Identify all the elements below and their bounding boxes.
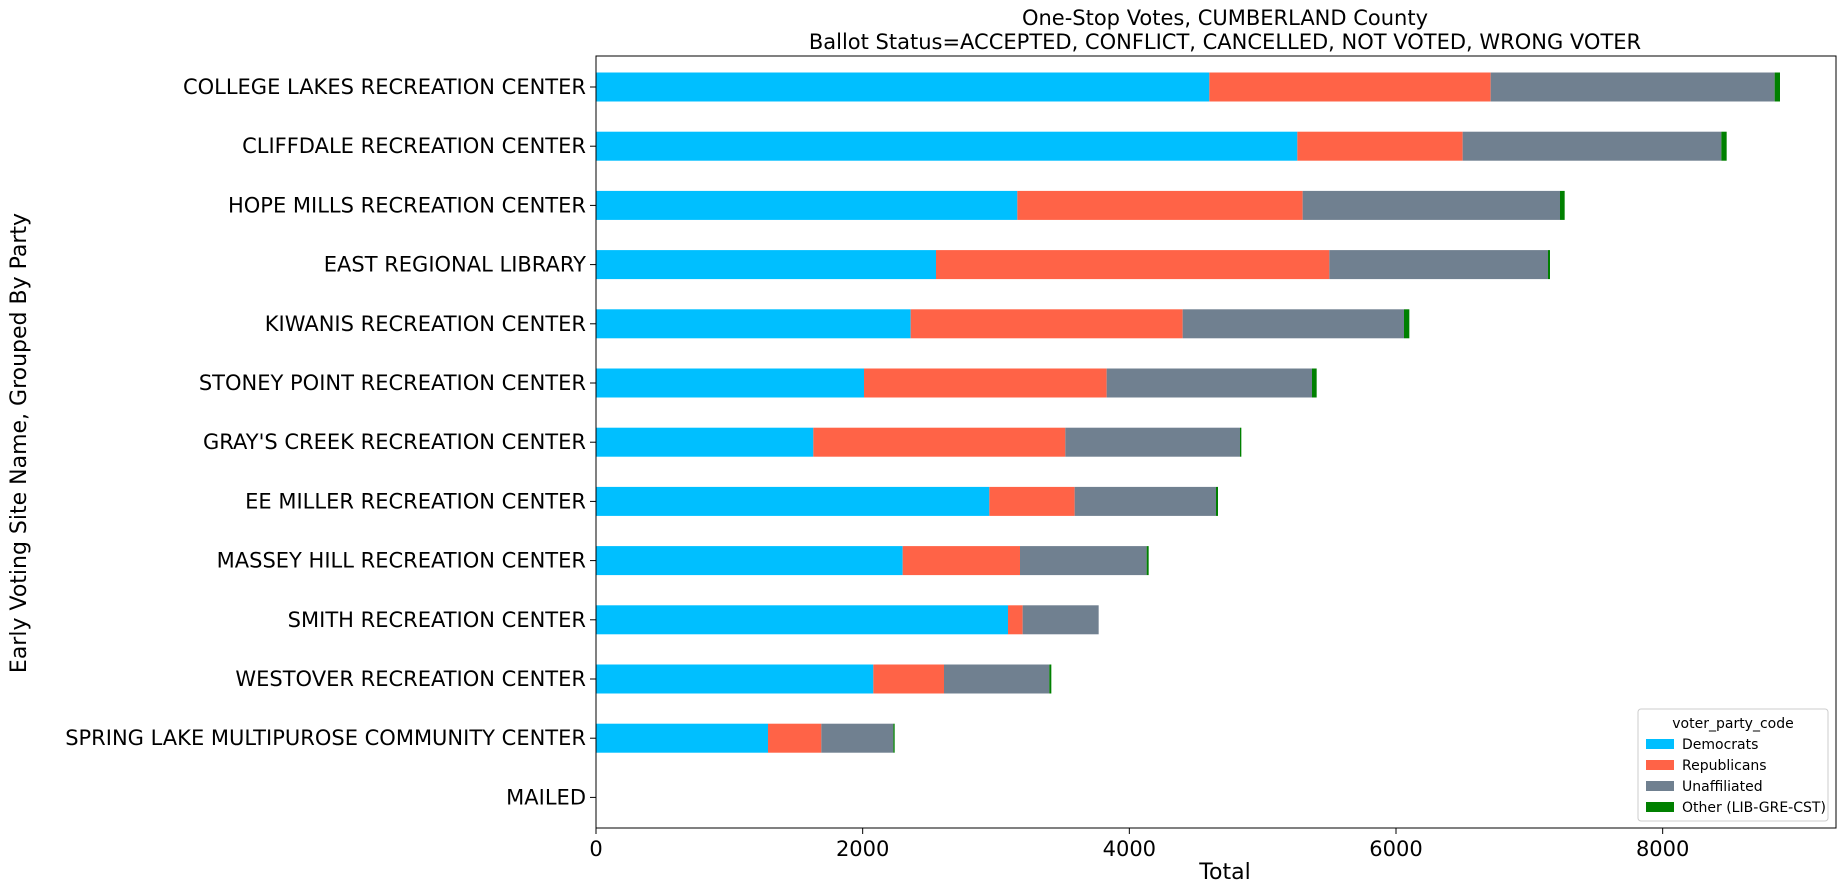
y-tick-label: EE MILLER RECREATION CENTER bbox=[245, 489, 586, 513]
legend-label-unaffiliated: Unaffiliated bbox=[1682, 779, 1763, 795]
legend-swatch-democrats bbox=[1646, 739, 1674, 749]
bar-unaffiliated-11 bbox=[821, 723, 894, 753]
bar-other-lib-gre-cst-4 bbox=[1404, 309, 1410, 339]
bar-unaffiliated-0 bbox=[1490, 72, 1775, 102]
x-tick-label: 8000 bbox=[1636, 837, 1689, 861]
chart-title: One-Stop Votes, CUMBERLAND County bbox=[1022, 6, 1428, 30]
bar-republicans-10 bbox=[873, 664, 944, 694]
bar-unaffiliated-9 bbox=[1022, 605, 1099, 635]
bar-democrats-3 bbox=[596, 250, 936, 280]
y-tick-label: GRAY'S CREEK RECREATION CENTER bbox=[203, 430, 586, 454]
legend-swatch-unaffiliated bbox=[1646, 781, 1674, 791]
x-tick-labels: 0 2000 4000 6000 8000 bbox=[589, 828, 1689, 861]
bar-unaffiliated-8 bbox=[1020, 546, 1147, 576]
bar-other-lib-gre-cst-5 bbox=[1312, 368, 1317, 398]
x-tick-label: 2000 bbox=[836, 837, 889, 861]
bar-republicans-2 bbox=[1017, 190, 1303, 220]
bar-democrats-8 bbox=[596, 546, 903, 576]
bar-other-lib-gre-cst-10 bbox=[1049, 664, 1052, 694]
bar-democrats-10 bbox=[596, 664, 874, 694]
bar-unaffiliated-7 bbox=[1074, 486, 1216, 516]
bar-democrats-7 bbox=[596, 486, 990, 516]
bar-republicans-0 bbox=[1209, 72, 1491, 102]
bar-unaffiliated-10 bbox=[944, 664, 1050, 694]
bar-democrats-2 bbox=[596, 190, 1018, 220]
bar-unaffiliated-6 bbox=[1065, 427, 1240, 457]
bar-democrats-1 bbox=[596, 131, 1298, 161]
bar-republicans-9 bbox=[1008, 605, 1023, 635]
bar-other-lib-gre-cst-7 bbox=[1216, 486, 1218, 516]
y-tick-label: EAST REGIONAL LIBRARY bbox=[324, 253, 586, 277]
legend-label-republicans: Republicans bbox=[1682, 758, 1767, 774]
chart-subtitle: Ballot Status=ACCEPTED, CONFLICT, CANCEL… bbox=[809, 30, 1641, 54]
y-tick-label: STONEY POINT RECREATION CENTER bbox=[199, 371, 586, 395]
legend-label-other-lib-gre-cst: Other (LIB-GRE-CST) bbox=[1682, 800, 1826, 816]
bar-republicans-6 bbox=[813, 427, 1066, 457]
y-tick-label: KIWANIS RECREATION CENTER bbox=[265, 312, 586, 336]
y-tick-labels: COLLEGE LAKES RECREATION CENTER CLIFFDALE… bbox=[65, 75, 596, 809]
legend-label-democrats: Democrats bbox=[1682, 737, 1758, 753]
bar-other-lib-gre-cst-8 bbox=[1146, 546, 1149, 576]
y-tick-label: MASSEY HILL RECREATION CENTER bbox=[217, 549, 586, 573]
bar-unaffiliated-5 bbox=[1106, 368, 1312, 398]
bar-democrats-4 bbox=[596, 309, 911, 339]
bar-other-lib-gre-cst-6 bbox=[1240, 427, 1242, 457]
y-axis-label: Early Voting Site Name, Grouped By Party bbox=[7, 213, 32, 673]
y-tick-label: SPRING LAKE MULTIPUROSE COMMUNITY CENTER bbox=[65, 726, 586, 750]
bar-republicans-5 bbox=[864, 368, 1107, 398]
legend-frame bbox=[1637, 708, 1829, 822]
bar-other-lib-gre-cst-11 bbox=[893, 723, 895, 753]
bar-republicans-7 bbox=[989, 486, 1075, 516]
bar-republicans-1 bbox=[1297, 131, 1463, 161]
bar-democrats-6 bbox=[596, 427, 814, 457]
y-tick-label: COLLEGE LAKES RECREATION CENTER bbox=[183, 75, 586, 99]
bar-democrats-11 bbox=[596, 723, 768, 753]
x-tick-label: 6000 bbox=[1369, 837, 1422, 861]
x-tick-label: 0 bbox=[589, 837, 602, 861]
bar-democrats-0 bbox=[596, 72, 1210, 102]
bar-unaffiliated-2 bbox=[1302, 190, 1560, 220]
bar-democrats-5 bbox=[596, 368, 864, 398]
bar-republicans-8 bbox=[902, 546, 1020, 576]
bar-other-lib-gre-cst-3 bbox=[1548, 250, 1550, 280]
bar-unaffiliated-1 bbox=[1462, 131, 1722, 161]
bar-democrats-9 bbox=[596, 605, 1008, 635]
bar-unaffiliated-4 bbox=[1182, 309, 1404, 339]
x-axis-label: Total bbox=[1198, 860, 1250, 885]
plot-frame bbox=[595, 55, 1837, 829]
legend-title: voter_party_code bbox=[1672, 716, 1793, 732]
y-tick-label: SMITH RECREATION CENTER bbox=[288, 608, 586, 632]
y-tick-label: WESTOVER RECREATION CENTER bbox=[235, 667, 586, 691]
y-tick-label: MAILED bbox=[506, 785, 586, 809]
legend: voter_party_code Democrats Republicans Unaf… bbox=[1637, 708, 1829, 822]
bar-other-lib-gre-cst-2 bbox=[1560, 190, 1565, 220]
x-tick-label: 4000 bbox=[1103, 837, 1156, 861]
bar-other-lib-gre-cst-1 bbox=[1721, 131, 1727, 161]
bars-group bbox=[596, 72, 1780, 753]
bar-republicans-4 bbox=[910, 309, 1183, 339]
y-tick-label: CLIFFDALE RECREATION CENTER bbox=[242, 134, 586, 158]
legend-swatch-other-lib-gre-cst bbox=[1646, 802, 1674, 812]
bar-unaffiliated-3 bbox=[1329, 250, 1548, 280]
bar-republicans-3 bbox=[936, 250, 1330, 280]
bar-other-lib-gre-cst-0 bbox=[1774, 72, 1780, 102]
legend-swatch-republicans bbox=[1646, 760, 1674, 770]
bar-republicans-11 bbox=[768, 723, 822, 753]
y-tick-label: HOPE MILLS RECREATION CENTER bbox=[228, 193, 586, 217]
